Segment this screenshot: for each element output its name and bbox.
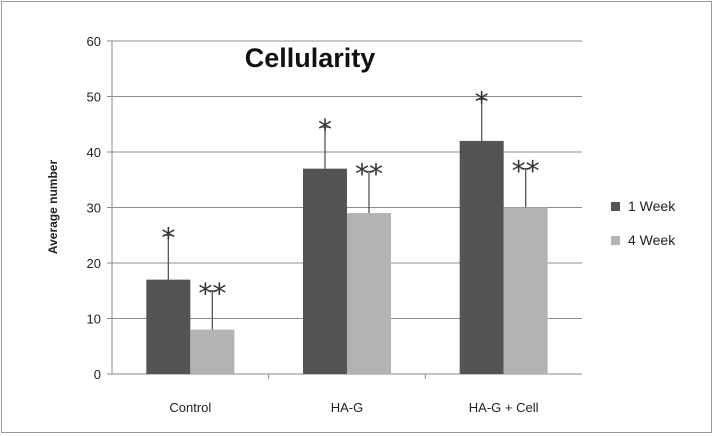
y-tick-label: 50 xyxy=(87,90,101,105)
legend: 1 Week 4 Week xyxy=(611,198,676,248)
significance-marker: * xyxy=(318,113,332,146)
legend-swatch xyxy=(611,236,620,245)
legend-label: 4 Week xyxy=(628,232,676,248)
bar-4-week-ha-g xyxy=(347,213,391,374)
x-category-label: HA-G + Cell xyxy=(469,400,539,415)
significance-markers: ********* xyxy=(161,85,539,309)
bar-1-week-ha-g xyxy=(303,168,347,374)
y-tick-label: 60 xyxy=(87,34,101,49)
error-bars xyxy=(163,98,531,330)
significance-marker: * xyxy=(475,85,489,118)
x-category-label: HA-G xyxy=(331,400,364,415)
chart-title: Cellularity xyxy=(245,43,376,73)
legend-swatch xyxy=(611,202,620,211)
bar-4-week-control xyxy=(190,329,235,374)
tick-labels: 0 10 20 30 40 50 60 Control HA-G HA-G + Cell xyxy=(87,34,539,415)
bar-1-week-control xyxy=(146,279,191,374)
bar-4-week-ha-g-cell xyxy=(503,207,548,374)
y-tick-label: 30 xyxy=(87,201,101,216)
y-tick-label: 10 xyxy=(87,312,101,327)
bar-1-week-ha-g-cell xyxy=(459,140,504,374)
legend-label: 1 Week xyxy=(628,198,676,214)
significance-marker: * xyxy=(161,221,175,254)
significance-marker: ** xyxy=(198,277,226,310)
y-axis-label: Average number xyxy=(46,160,60,255)
bars xyxy=(146,140,548,374)
x-category-label: Control xyxy=(169,400,211,415)
significance-marker: ** xyxy=(512,155,540,188)
y-tick-label: 0 xyxy=(94,367,101,382)
y-tick-label: 40 xyxy=(87,145,101,160)
significance-marker: ** xyxy=(355,157,383,190)
y-tick-label: 20 xyxy=(87,256,101,271)
